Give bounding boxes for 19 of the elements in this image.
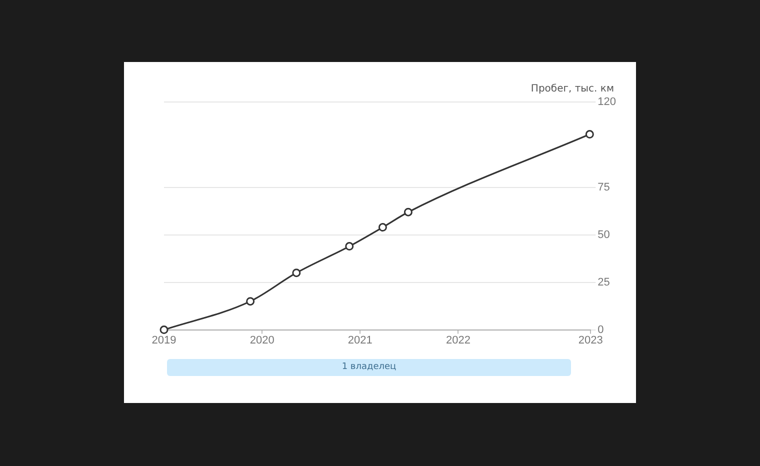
y-tick-label: 0 xyxy=(598,324,604,336)
x-tick-label: 2021 xyxy=(348,334,372,346)
point xyxy=(585,130,594,139)
point xyxy=(160,326,168,334)
y-tick-label: 50 xyxy=(598,228,610,241)
x-tick-label: 2020 xyxy=(250,334,274,346)
point xyxy=(378,223,387,232)
y-tick-label: 120 xyxy=(598,96,616,108)
point xyxy=(345,242,354,251)
y-axis-title: Пробег, тыс. км xyxy=(530,84,614,95)
y-tick-label: 75 xyxy=(598,181,610,194)
x-tick-label: 2023 xyxy=(578,334,603,346)
point xyxy=(404,208,412,216)
x-tick-label: 2022 xyxy=(446,334,470,346)
point xyxy=(246,297,255,306)
x-tick-label: 2019 xyxy=(152,334,176,346)
ownership-strip: 1 владелец xyxy=(167,359,571,376)
point xyxy=(292,268,301,278)
y-tick-label: 25 xyxy=(598,276,610,288)
